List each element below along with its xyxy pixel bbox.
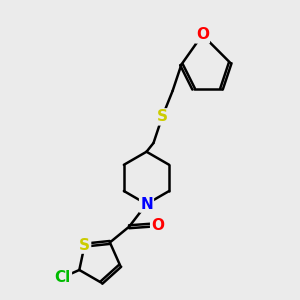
Text: O: O	[151, 218, 164, 232]
Text: S: S	[157, 110, 168, 124]
Text: O: O	[196, 27, 209, 42]
Text: S: S	[79, 238, 90, 253]
Text: N: N	[140, 196, 153, 211]
Text: Cl: Cl	[55, 270, 71, 285]
